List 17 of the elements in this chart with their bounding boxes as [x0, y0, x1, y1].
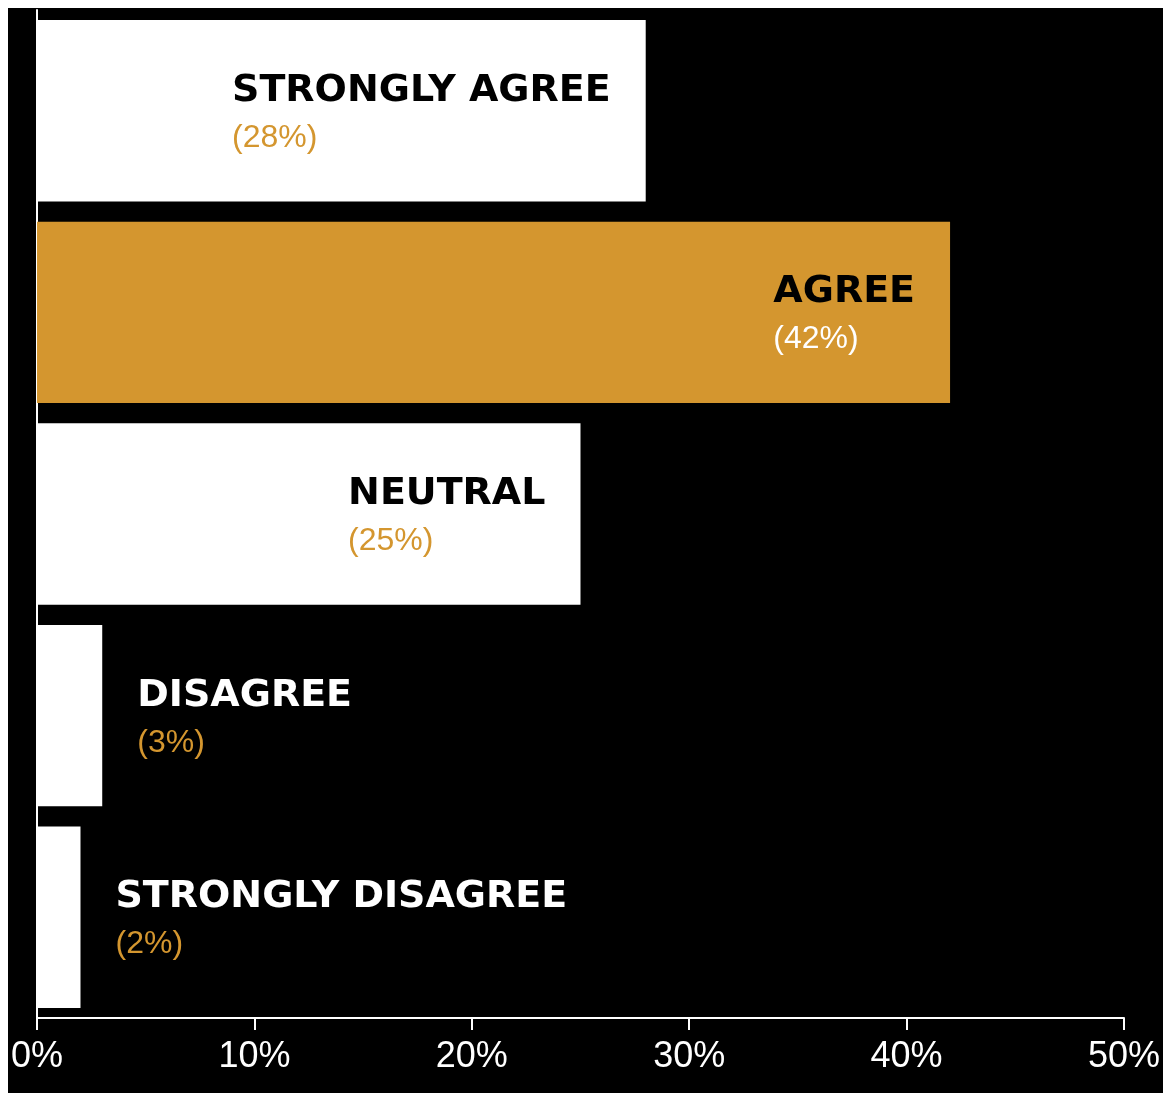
- y-tick-label: DISAGREE: [137, 670, 353, 715]
- x-tick-label: 30%: [653, 1033, 726, 1075]
- x-tick-label: 0%: [11, 1033, 64, 1075]
- y-tick-label: STRONGLY AGREE: [232, 65, 611, 110]
- x-tick-label: 10%: [218, 1033, 291, 1075]
- x-tick-label: 50%: [1087, 1033, 1160, 1075]
- bar: [37, 221, 951, 404]
- y-tick-label: STRONGLY DISAGREE: [115, 872, 568, 917]
- data-label: (28%): [232, 117, 318, 154]
- y-tick-label: AGREE: [773, 267, 916, 312]
- y-tick-label: NEUTRAL: [348, 469, 546, 513]
- data-label: (25%): [348, 521, 434, 557]
- x-tick-label: 40%: [870, 1033, 943, 1075]
- data-label: (42%): [773, 319, 859, 356]
- data-label: (2%): [115, 924, 184, 961]
- x-tick-label: 20%: [435, 1033, 508, 1075]
- data-label: (3%): [137, 722, 205, 759]
